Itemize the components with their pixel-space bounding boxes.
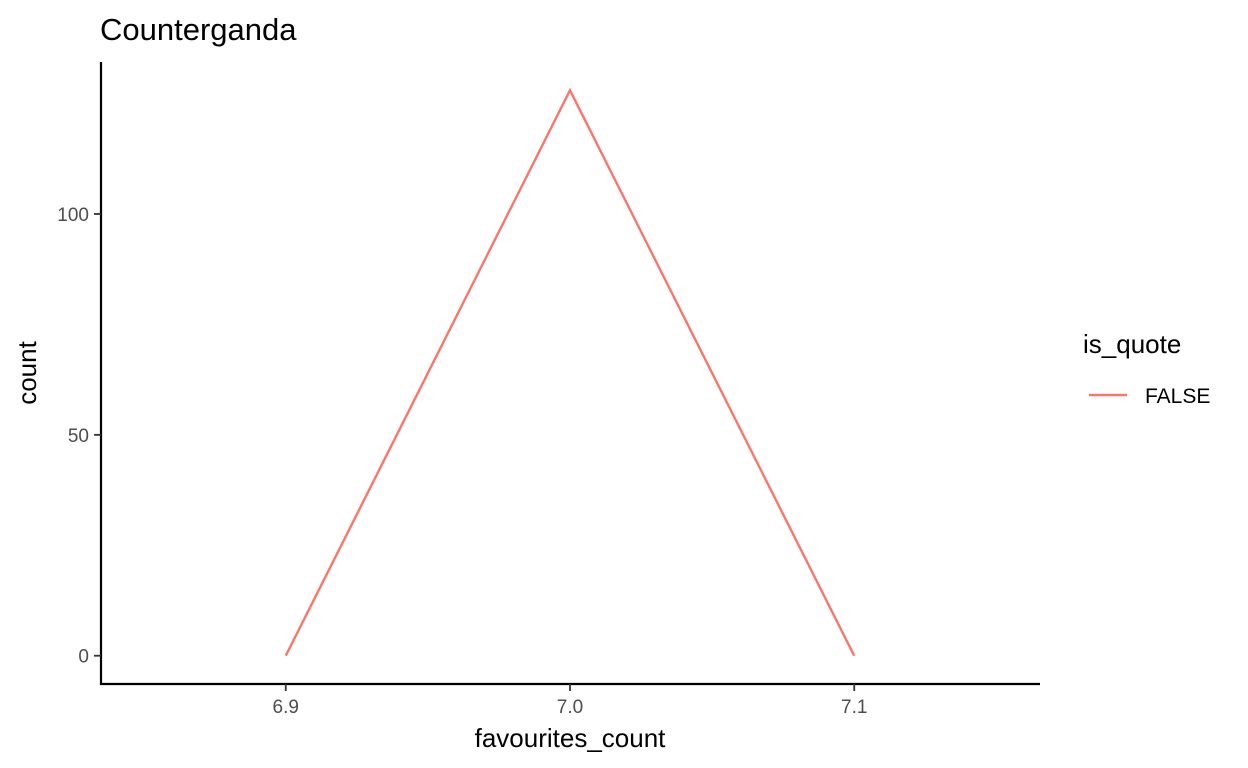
legend-entries: FALSE	[1089, 385, 1210, 408]
y-tick-label: 0	[78, 647, 89, 668]
y-axis-title: count	[12, 340, 42, 404]
y-tick-label: 50	[68, 426, 89, 447]
series-line-false	[284, 87, 856, 657]
y-tick-label: 100	[57, 205, 89, 226]
x-axis-title: favourites_count	[475, 723, 667, 753]
chart-title: Counterganda	[100, 12, 297, 47]
x-tick-label: 7.1	[841, 697, 867, 718]
x-tick-label: 7.0	[557, 697, 583, 718]
legend-title: is_quote	[1083, 329, 1181, 359]
legend: is_quote FALSE	[1083, 329, 1210, 408]
x-axis-ticks: 6.9 7.0 7.1	[273, 684, 867, 718]
legend-label: FALSE	[1145, 385, 1210, 408]
series-layer	[284, 87, 856, 657]
plot-panel: 0 50 100 6.9 7.0 7.1	[57, 62, 1040, 718]
y-axis-ticks: 0 50 100	[57, 205, 101, 668]
x-tick-label: 6.9	[273, 697, 299, 718]
